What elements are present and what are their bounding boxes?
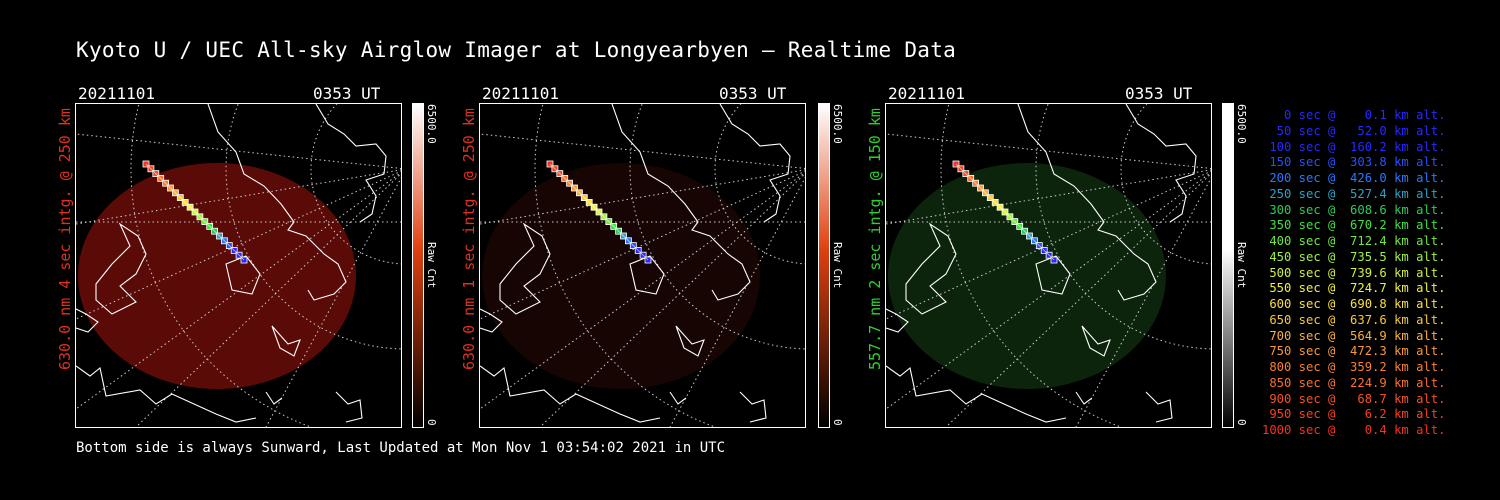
panel-2-time: 0353 UT <box>719 84 787 103</box>
panel-3-colorbar <box>1222 103 1234 428</box>
legend-entry: 550 sec @ 724.7 km alt. <box>1262 281 1446 296</box>
legend-entry: 0 sec @ 0.1 km alt. <box>1262 108 1446 122</box>
legend-entry: 500 sec @ 739.6 km alt. <box>1262 265 1446 280</box>
legend-entry: 250 sec @ 527.4 km alt. <box>1262 186 1446 201</box>
footer-note: Bottom side is always Sunward, Last Upda… <box>76 440 726 456</box>
coastlines <box>76 104 387 423</box>
panel-2-date: 20211101 <box>482 84 560 103</box>
panel-1-colorbar <box>412 103 424 428</box>
trajectory-altitude-legend: 0 sec @ 0.1 km alt. 50 sec @ 52.0 km alt… <box>1262 108 1446 439</box>
legend-entry: 600 sec @ 690.8 km alt. <box>1262 297 1446 311</box>
legend-entry: 850 sec @ 224.9 km alt. <box>1262 375 1446 390</box>
panel-3-time: 0353 UT <box>1125 84 1193 103</box>
legend-entry: 150 sec @ 303.8 km alt. <box>1262 155 1446 170</box>
panel-1-wavelength-label: 630.0 nm 4 sec intg. @ 250 km <box>56 108 74 370</box>
airglow-field <box>482 163 760 389</box>
panel-3-allsky-image <box>885 103 1212 428</box>
panel-3-colorbar-max: 6500.0 <box>1235 104 1248 144</box>
legend-entry: 800 sec @ 359.2 km alt. <box>1262 360 1446 374</box>
panel-3-colorbar-min: 0 <box>1235 419 1248 426</box>
panel-3-colorbar-unit: Raw Cnt <box>1235 242 1248 289</box>
panel-2-colorbar-unit: Raw Cnt <box>831 242 844 289</box>
lat-lon-grid <box>76 104 401 427</box>
panel-3-date: 20211101 <box>888 84 966 103</box>
legend-entry: 900 sec @ 68.7 km alt. <box>1262 391 1446 406</box>
panel-2-wavelength-label: 630.0 nm 1 sec intg. @ 250 km <box>460 108 478 370</box>
panel-1-colorbar-min: 0 <box>425 419 438 426</box>
legend-entry: 100 sec @ 160.2 km alt. <box>1262 139 1446 154</box>
airglow-field <box>78 163 356 389</box>
legend-entry: 200 sec @ 426.0 km alt. <box>1262 171 1446 185</box>
panel-2-colorbar-max: 6500.0 <box>831 104 844 144</box>
panel-3-wavelength-label: 557.7 nm 2 sec intg. @ 150 km <box>866 108 884 370</box>
legend-entry: 350 sec @ 670.2 km alt. <box>1262 218 1446 233</box>
legend-entry: 450 sec @ 735.5 km alt. <box>1262 249 1446 264</box>
satellite-trajectory <box>142 160 248 264</box>
airglow-field <box>888 163 1166 389</box>
panel-1-colorbar-max: 6500.0 <box>425 104 438 144</box>
panel-2-colorbar-min: 0 <box>831 419 844 426</box>
page-title: Kyoto U / UEC All-sky Airglow Imager at … <box>76 38 957 62</box>
allsky-map-svg <box>480 104 805 427</box>
legend-entry: 300 sec @ 608.6 km alt. <box>1262 202 1446 217</box>
panel-2-colorbar <box>818 103 830 428</box>
legend-entry: 950 sec @ 6.2 km alt. <box>1262 407 1446 422</box>
legend-entry: 400 sec @ 712.4 km alt. <box>1262 234 1446 248</box>
legend-entry: 50 sec @ 52.0 km alt. <box>1262 123 1446 138</box>
panel-1-colorbar-unit: Raw Cnt <box>425 242 438 289</box>
coastlines <box>480 104 791 423</box>
legend-entry: 700 sec @ 564.9 km alt. <box>1262 328 1446 343</box>
panel-1-time: 0353 UT <box>313 84 381 103</box>
legend-entry: 750 sec @ 472.3 km alt. <box>1262 344 1446 359</box>
legend-entry: 1000 sec @ 0.4 km alt. <box>1262 423 1446 437</box>
panel-1-allsky-image <box>75 103 402 428</box>
legend-entry: 650 sec @ 637.6 km alt. <box>1262 312 1446 327</box>
allsky-map-svg <box>886 104 1211 427</box>
satellite-trajectory <box>952 160 1058 264</box>
allsky-map-svg <box>76 104 401 427</box>
panel-2-allsky-image <box>479 103 806 428</box>
panel-1-date: 20211101 <box>78 84 156 103</box>
lat-lon-grid <box>480 104 805 427</box>
satellite-trajectory <box>546 160 652 264</box>
lat-lon-grid <box>886 104 1211 427</box>
